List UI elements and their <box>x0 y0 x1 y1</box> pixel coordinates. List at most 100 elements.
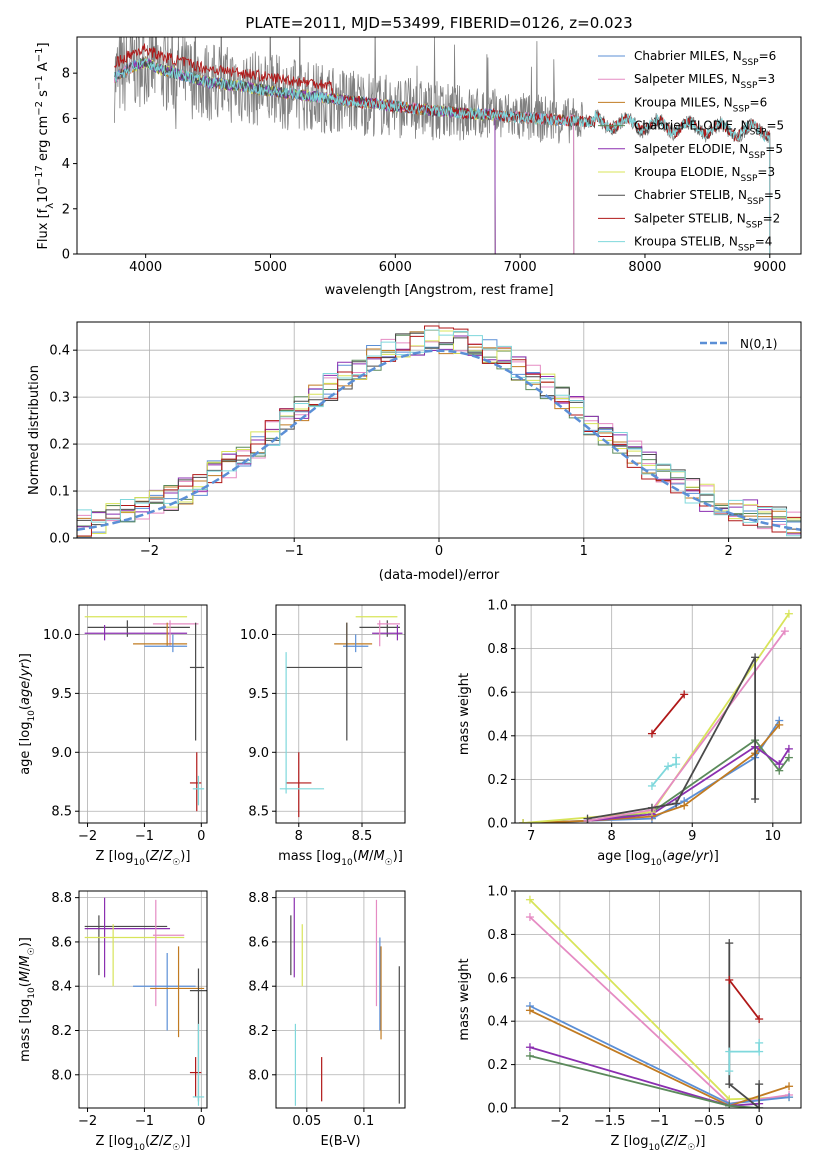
y-tick-label: 0.2 <box>487 773 508 788</box>
age-vs-metallicity-panel: −2 −1 0 8.5 9.0 9.5 10.0 Z [log10(Z/Z☉)] age [lo… <box>18 604 208 868</box>
x-axis-label: E(B-V) <box>320 1134 360 1149</box>
y-tick-label: 0.4 <box>49 344 70 359</box>
spectrum-panel: PLATE=2011, MJD=53499, FIBERID=0126, z=0… <box>34 14 802 298</box>
mass-weight-line <box>728 979 760 1020</box>
axes-frame-rect <box>78 604 208 824</box>
age-vs-mass-panel: 8 8.5 8.5 9.0 9.5 10.0 mass [log10(M/M☉)] <box>240 604 406 868</box>
y-tick-label: 8.6 <box>51 935 72 950</box>
y-tick-label: 8.5 <box>248 805 269 820</box>
y-tick-label: 8.4 <box>51 980 72 995</box>
x-tick-label: 10 <box>765 829 782 844</box>
y-tick-label: 9.0 <box>51 746 72 761</box>
x-tick-label: 1 <box>580 544 588 559</box>
y-axis-label: mass [log10(M/M☉)] <box>18 937 37 1062</box>
x-tick-label: 0 <box>755 1114 763 1129</box>
y-tick-label: 10.0 <box>43 628 72 643</box>
axes-frame: −2 −1 0 8.0 8.2 8.4 8.6 8.8 <box>51 890 208 1129</box>
y-tick-label: 0.4 <box>487 729 508 744</box>
y-tick-label: 9.0 <box>248 746 269 761</box>
x-tick-label: 8000 <box>628 260 661 275</box>
axes-frame: −2 −1.5 −1 −0.5 0 0.0 0.2 0.4 0.6 0.8 1.0 <box>487 885 802 1129</box>
axes-frame-rect <box>78 890 208 1109</box>
y-axis-label: mass weight <box>457 958 472 1040</box>
y-tick-label: 0.0 <box>49 532 70 547</box>
x-tick-label: 6000 <box>379 260 412 275</box>
x-axis-label: Z [log10(Z/Z☉)] <box>96 849 191 868</box>
y-tick-label: 0.8 <box>487 928 508 943</box>
axes-frame-rect <box>514 604 802 824</box>
x-tick-label: −1 <box>285 544 304 559</box>
plot-area <box>113 37 771 254</box>
x-axis-label: (data-model)/error <box>379 568 500 583</box>
axes-frame: 8 8.5 8.5 9.0 9.5 10.0 <box>240 604 406 844</box>
y-tick-label: 8.2 <box>51 1024 72 1039</box>
x-tick-label: −2 <box>78 829 97 844</box>
y-tick-label: 0.8 <box>487 642 508 657</box>
x-tick-label: 8 <box>608 829 616 844</box>
y-tick-label: 8.4 <box>248 980 269 995</box>
y-tick-label: 0.1 <box>49 485 70 500</box>
y-tick-label: 0.0 <box>487 817 508 832</box>
model-spectrum-line <box>113 57 771 254</box>
legend-entry: Kroupa MILES, NSSP=6 <box>634 95 767 114</box>
axes-frame: 4000 5000 6000 7000 8000 9000 0 2 4 6 8 <box>62 36 802 275</box>
weight-vs-age-panel: 7 8 9 10 0.0 0.2 0.4 0.6 0.8 1.0 age [log10(age/yr… <box>457 599 802 868</box>
y-tick-label: 8.2 <box>248 1024 269 1039</box>
x-tick-label: −0.5 <box>694 1114 726 1129</box>
y-tick-label: 0.4 <box>487 1015 508 1030</box>
plot-area <box>84 897 207 1106</box>
axes-frame: 7 8 9 10 0.0 0.2 0.4 0.6 0.8 1.0 <box>487 599 802 844</box>
y-tick-label: 0.2 <box>487 1058 508 1073</box>
legend-entry: Salpeter STELIB, NSSP=2 <box>634 211 780 230</box>
y-tick-label: 8 <box>62 67 70 82</box>
legend-entry: Kroupa STELIB, NSSP=4 <box>634 235 772 254</box>
y-tick-label: 4 <box>62 157 70 172</box>
y-tick-label: 8.8 <box>248 891 269 906</box>
weight-vs-metallicity-panel: −2 −1.5 −1 −0.5 0 0.0 0.2 0.4 0.6 0.8 1.0 Z [log10(… <box>457 885 802 1153</box>
x-tick-label: 5000 <box>254 260 287 275</box>
y-tick-label: 0.6 <box>487 686 508 701</box>
residual-histogram-step <box>77 329 801 538</box>
y-axis-label: mass weight <box>457 673 472 755</box>
y-tick-label: 0.0 <box>487 1102 508 1117</box>
y-tick-label: 8.6 <box>248 935 269 950</box>
x-tick-label: −1.5 <box>594 1114 626 1129</box>
x-tick-label: 0 <box>197 829 205 844</box>
axes-frame: −2 −1 0 1 2 0.0 0.1 0.2 0.3 0.4 <box>49 321 802 559</box>
x-tick-label: 0.1 <box>354 1114 375 1129</box>
axes-frame-rect <box>514 890 802 1109</box>
y-tick-label: 9.5 <box>51 687 72 702</box>
mass-vs-metallicity-panel: −2 −1 0 8.0 8.2 8.4 8.6 8.8 Z [log10(Z/Z☉)] mass … <box>18 890 208 1153</box>
y-tick-label: 6 <box>62 112 70 127</box>
x-axis-label: Z [log10(Z/Z☉)] <box>611 1134 706 1153</box>
y-tick-label: 8.8 <box>51 891 72 906</box>
normal-distribution-curve <box>77 349 801 532</box>
x-tick-label: −1 <box>135 1114 154 1129</box>
axes-frame-rect <box>76 36 802 255</box>
y-tick-label: 0 <box>62 248 70 263</box>
x-tick-label: 0 <box>435 544 443 559</box>
mass-vs-ebv-panel: 0.05 0.1 8.0 8.2 8.4 8.6 8.8 E(B-V) <box>248 890 406 1149</box>
x-tick-label: −1 <box>650 1114 669 1129</box>
axes-frame-rect <box>275 890 406 1109</box>
x-axis-label: Z [log10(Z/Z☉)] <box>96 1134 191 1153</box>
legend-entry: Chabrier ELODIE, NSSP=5 <box>634 119 784 138</box>
legend-entry: Chabrier MILES, NSSP=6 <box>634 49 776 68</box>
mass-weight-line <box>651 693 685 735</box>
mass-weight-line <box>728 943 760 1108</box>
x-tick-label: 4000 <box>129 260 162 275</box>
plot-area <box>84 616 205 812</box>
x-tick-label: 7 <box>527 829 535 844</box>
y-tick-label: 8.0 <box>51 1068 72 1083</box>
axes-frame: 0.05 0.1 8.0 8.2 8.4 8.6 8.8 <box>248 890 406 1129</box>
x-tick-label: 2 <box>724 544 732 559</box>
y-tick-label: 8.0 <box>248 1068 269 1083</box>
y-axis-label: age [log10(age/yr)] <box>18 653 37 775</box>
legend-entry: Salpeter ELODIE, NSSP=5 <box>634 142 783 161</box>
legend-entry: Kroupa ELODIE, NSSP=3 <box>634 165 775 184</box>
y-tick-label: 10.0 <box>240 628 269 643</box>
x-tick-label: 9000 <box>753 260 786 275</box>
plot-area <box>519 609 793 823</box>
